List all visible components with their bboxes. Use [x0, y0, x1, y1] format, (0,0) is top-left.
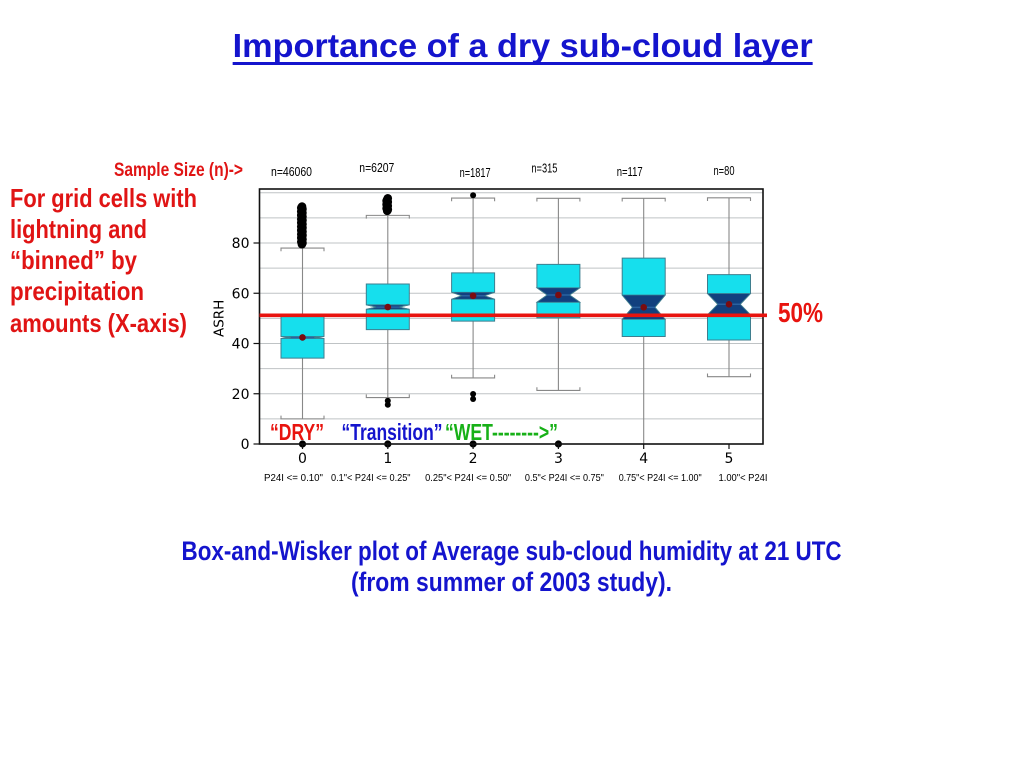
outlier-dot [297, 202, 307, 211]
outlier-dot [384, 401, 391, 408]
caption-line-text: (from summer of 2003 study). [351, 567, 673, 598]
side-note-line-text: precipitation [10, 276, 145, 307]
side-note-line: lightning and [10, 214, 270, 245]
sample-size-label-text: Sample Size (n)-> [114, 159, 244, 181]
zone-label-transition: “Transition” [324, 419, 459, 446]
median-dot [469, 292, 477, 300]
x-bin-label: 0.75"< P24I <= 1.00" [619, 473, 702, 484]
y-axis-label: ASRH [212, 300, 228, 337]
x-tick-label: 2 [469, 451, 478, 467]
x-bin-label: P24I <= 0.10" [264, 473, 323, 484]
y-tick-label: 60 [232, 286, 250, 302]
caption-line: (from summer of 2003 study). [0, 567, 1024, 598]
side-note-line-text: amounts (X-axis) [10, 307, 188, 338]
x-tick-label: 3 [554, 451, 563, 467]
outlier-dot [470, 192, 477, 199]
y-tick-label: 80 [232, 236, 250, 252]
y-tick-label: 0 [241, 437, 250, 453]
side-note-line-text: For grid cells with [10, 182, 197, 213]
whisker-cap-lower [280, 415, 325, 420]
outlier-dot [383, 193, 393, 203]
zone-label-dry-text: “DRY” [270, 419, 324, 445]
x-tick-label: 0 [298, 451, 307, 467]
outlier-dot [470, 391, 477, 398]
y-tick-label: 20 [232, 387, 250, 403]
sample-size-value: n=315 [531, 162, 557, 176]
median-dot [299, 334, 306, 341]
whisker-cap-lower [365, 394, 410, 399]
whisker-cap-lower [536, 387, 581, 392]
median-dot [555, 291, 562, 299]
side-note-line-text: “binned” by [10, 245, 137, 276]
threshold-label: 50% [778, 297, 833, 329]
y-tick-label: 40 [232, 337, 250, 353]
whisker-cap-lower [706, 373, 752, 378]
zone-label-dry: “DRY” [261, 419, 333, 446]
x-tick-label: 1 [383, 451, 392, 467]
side-note-line: “binned” by [10, 245, 270, 276]
zone-label-wet-text: “WET-------->” [445, 419, 559, 445]
sample-size-value: n=1817 [460, 166, 491, 180]
threshold-label-text: 50% [778, 297, 824, 328]
sample-size-value: n=6207 [359, 161, 394, 175]
x-bin-label: 0.5"< P24I <= 0.75" [525, 473, 604, 484]
sample-size-value: n=117 [617, 165, 643, 179]
x-bin-label: 1.00"< P24I [719, 473, 768, 484]
whisker-cap-upper [536, 197, 581, 202]
sample-size-value: n=80 [714, 164, 735, 178]
side-note-line: precipitation [10, 276, 270, 307]
caption-line-text: Box-and-Wisker plot of Average sub-cloud… [181, 536, 843, 567]
sample-size-label: Sample Size (n)-> [114, 160, 272, 182]
outlier-dot [470, 396, 477, 403]
median-dot [640, 304, 647, 311]
median-dot [384, 303, 392, 311]
median-dot [725, 301, 733, 308]
slide-title-text: Importance of a dry sub-cloud layer [232, 26, 813, 64]
side-note-line-text: lightning and [10, 213, 147, 244]
zone-label-wet: “WET-------->” [445, 419, 594, 446]
whisker-cap-upper [365, 214, 410, 219]
x-tick-label: 5 [725, 451, 734, 467]
x-bin-label: 0.1"< P24I <= 0.25" [331, 473, 411, 484]
whisker-cap-lower [451, 374, 496, 379]
side-note-line: For grid cells with [10, 183, 270, 214]
zone-label-transition-text: “Transition” [341, 419, 442, 445]
x-bin-label: 0.25"< P24I <= 0.50" [425, 473, 511, 484]
caption-line: Box-and-Wisker plot of Average sub-cloud… [0, 536, 1024, 567]
slide-title: Importance of a dry sub-cloud layer [22, 27, 1024, 65]
whisker-cap-upper [706, 197, 752, 201]
side-note-line: amounts (X-axis) [10, 308, 270, 339]
sample-size-value: n=46060 [271, 165, 312, 179]
caption: Box-and-Wisker plot of Average sub-cloud… [0, 536, 1024, 598]
x-tick-label: 4 [639, 451, 648, 467]
side-note: For grid cells with lightning and “binne… [10, 183, 270, 339]
whisker-cap-upper [621, 197, 666, 202]
